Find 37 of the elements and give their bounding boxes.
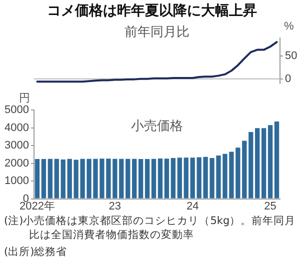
bar [261, 128, 266, 198]
y-tick-label: 1000 [4, 175, 29, 188]
bar [184, 158, 188, 198]
bar [255, 128, 260, 198]
chart-subtitle: 前年同月比 [124, 24, 190, 40]
x-tick-label: 24 [186, 200, 199, 212]
bar [274, 122, 280, 198]
x-tick-label: 25 [264, 200, 276, 212]
text: (出所)総務省 [4, 245, 68, 259]
y-axis-title: % [284, 20, 294, 33]
bar [41, 159, 46, 198]
y-tick-label: 0 [285, 72, 292, 85]
y-tick-label: 4000 [4, 122, 29, 134]
bar [268, 125, 273, 198]
bar [158, 158, 163, 198]
bar [164, 158, 170, 198]
bar [126, 158, 130, 198]
bar [144, 159, 150, 198]
bar [170, 158, 176, 198]
y-tick-label: 50 [285, 50, 298, 62]
bar [34, 159, 40, 198]
chart-title: コメ価格は昨年夏以降に大幅上昇 [46, 2, 258, 20]
bar [138, 159, 144, 198]
bar [248, 132, 254, 198]
bar [132, 158, 137, 198]
y-tick-label: 3000 [4, 140, 29, 152]
text: (注)小売価格は東京都区部のコシヒカリ（5kg）。前年同月比は全国消費者物価指数の変動率 [4, 214, 297, 242]
bar [151, 158, 156, 198]
bar [177, 158, 182, 198]
x-tick-label: 23 [108, 200, 122, 212]
y-axis-title: 円 [19, 92, 30, 105]
bar [48, 158, 53, 198]
y-tick-label: 2000 [4, 157, 29, 170]
text: 小売価格 [131, 118, 183, 134]
bar [60, 160, 66, 198]
y-tick-label: 5000 [4, 104, 29, 116]
bar [54, 158, 59, 198]
